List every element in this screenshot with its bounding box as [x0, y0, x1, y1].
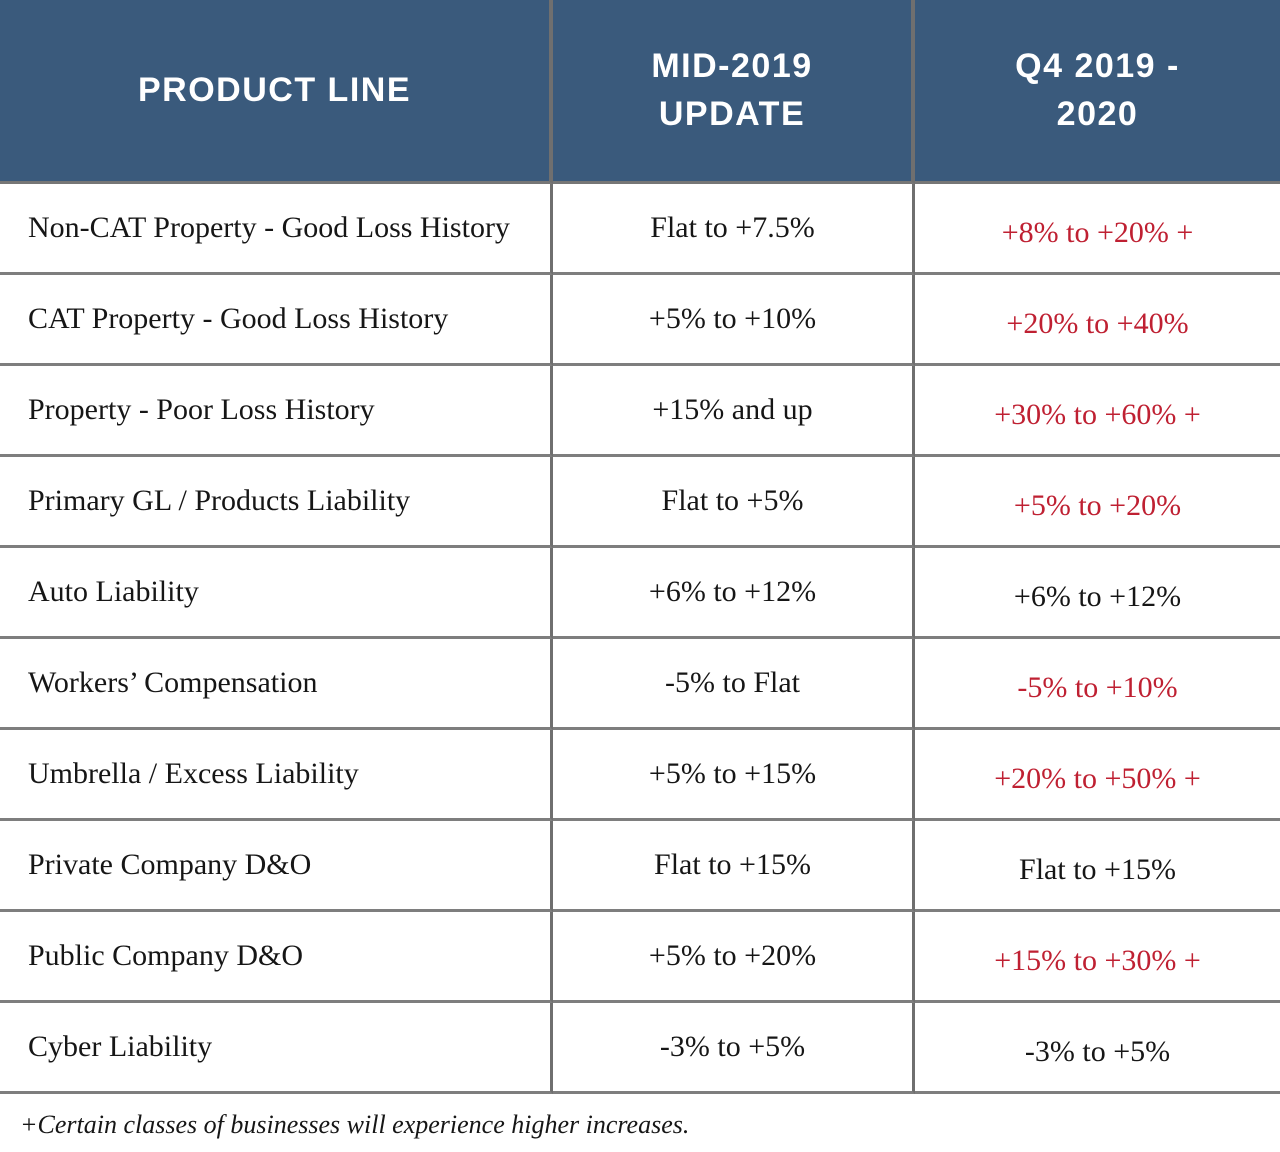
table-row: Property - Poor Loss History +15% and up…	[0, 366, 1280, 457]
q4-2019-2020-cell: +30% to +60% +	[915, 366, 1280, 457]
mid-2019-cell: Flat to +7.5%	[553, 184, 915, 275]
mid-2019-cell: -5% to Flat	[553, 639, 915, 730]
product-line-cell: Auto Liability	[0, 548, 553, 639]
product-line-cell: Primary GL / Products Liability	[0, 457, 553, 548]
mid-2019-cell: +5% to +15%	[553, 730, 915, 821]
table-row: Workers’ Compensation -5% to Flat -5% to…	[0, 639, 1280, 730]
product-line-cell: Workers’ Compensation	[0, 639, 553, 730]
q4-2019-2020-cell: -5% to +10%	[915, 639, 1280, 730]
table-row: Public Company D&O +5% to +20% +15% to +…	[0, 912, 1280, 1003]
q4-2019-2020-cell: Flat to +15%	[915, 821, 1280, 912]
table-row: Private Company D&O Flat to +15% Flat to…	[0, 821, 1280, 912]
table-row: Auto Liability +6% to +12% +6% to +12%	[0, 548, 1280, 639]
table-header-row: PRODUCT LINE MID-2019 UPDATE Q4 2019 - 2…	[0, 0, 1280, 184]
mid-2019-cell: Flat to +5%	[553, 457, 915, 548]
product-line-cell: Public Company D&O	[0, 912, 553, 1003]
table-row: CAT Property - Good Loss History +5% to …	[0, 275, 1280, 366]
product-line-cell: Private Company D&O	[0, 821, 553, 912]
mid-2019-cell: Flat to +15%	[553, 821, 915, 912]
product-line-cell: Umbrella / Excess Liability	[0, 730, 553, 821]
product-line-cell: Non-CAT Property - Good Loss History	[0, 184, 553, 275]
q4-2019-2020-cell: +20% to +40%	[915, 275, 1280, 366]
header-mid-2019-update: MID-2019 UPDATE	[553, 0, 915, 184]
mid-2019-cell: -3% to +5%	[553, 1003, 915, 1094]
table-row: Cyber Liability -3% to +5% -3% to +5%	[0, 1003, 1280, 1094]
q4-2019-2020-cell: +5% to +20%	[915, 457, 1280, 548]
q4-2019-2020-cell: +6% to +12%	[915, 548, 1280, 639]
header-product-line: PRODUCT LINE	[0, 0, 553, 184]
mid-2019-cell: +5% to +20%	[553, 912, 915, 1003]
q4-2019-2020-cell: +20% to +50% +	[915, 730, 1280, 821]
q4-2019-2020-cell: +8% to +20% +	[915, 184, 1280, 275]
product-line-cell: Cyber Liability	[0, 1003, 553, 1094]
table-row: Non-CAT Property - Good Loss History Fla…	[0, 184, 1280, 275]
product-line-cell: Property - Poor Loss History	[0, 366, 553, 457]
mid-2019-cell: +6% to +12%	[553, 548, 915, 639]
table-row: Primary GL / Products Liability Flat to …	[0, 457, 1280, 548]
table-footnote: +Certain classes of businesses will expe…	[20, 1110, 690, 1139]
q4-2019-2020-cell: +15% to +30% +	[915, 912, 1280, 1003]
product-line-cell: CAT Property - Good Loss History	[0, 275, 553, 366]
mid-2019-cell: +15% and up	[553, 366, 915, 457]
q4-2019-2020-cell: -3% to +5%	[915, 1003, 1280, 1094]
header-q4-2019-2020: Q4 2019 - 2020	[915, 0, 1280, 184]
table-row: Umbrella / Excess Liability +5% to +15% …	[0, 730, 1280, 821]
mid-2019-cell: +5% to +10%	[553, 275, 915, 366]
